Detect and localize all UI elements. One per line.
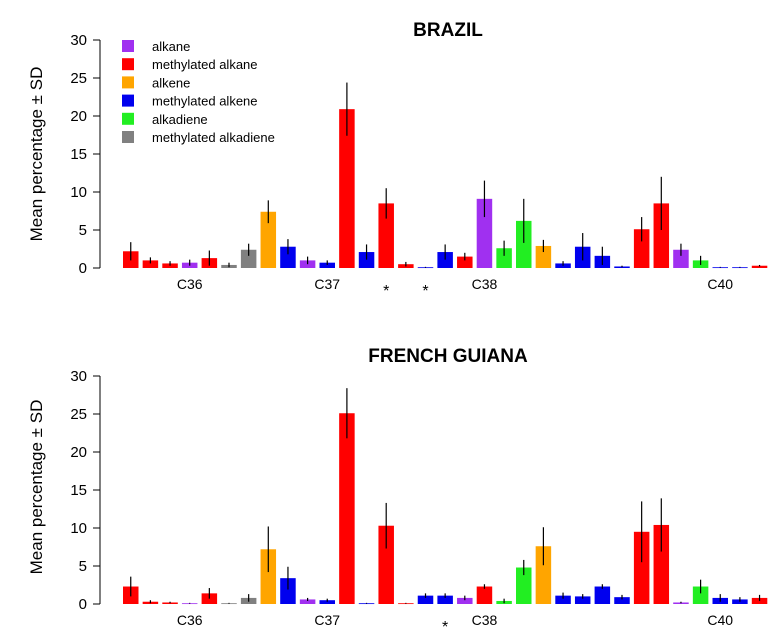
legend-swatch [122,112,134,125]
bar [378,203,394,268]
bar [476,586,493,604]
legend-label: methylated alkane [152,57,258,72]
error-bars [130,82,761,268]
bar [653,524,670,604]
legend-label: alkadiene [152,112,208,127]
bar [516,220,532,268]
legend-swatch [122,58,134,71]
group-labels: C36 C37 C38 C40 * * [177,276,733,300]
bar [280,246,296,268]
bar [535,546,552,604]
y-axis: 0 5 10 15 20 25 30 [70,32,101,277]
y-tick-label: 20 [70,108,87,125]
bar [378,525,394,604]
group-label: C38 [472,276,498,292]
legend-label: alkene [152,75,190,90]
chart-panel-brazil: BRAZIL Mean percentage ± SD 0 5 10 15 20 25 30… [27,20,768,300]
bar [181,603,198,605]
bar [476,198,493,268]
legend-label: methylated alkene [152,94,258,109]
bar [221,603,237,605]
legend-swatch [122,94,134,107]
y-tick-label: 0 [79,260,87,277]
legend: alkane methylated alkane alkene methylated … [122,39,275,145]
bar [732,267,748,269]
legend-label: alkane [152,39,190,54]
bar [299,599,316,604]
group-labels: C36 C37 C38 C40 * [177,612,733,630]
bar [142,260,159,268]
y-axis-label: Mean percentage ± SD [27,400,46,575]
bar [633,229,650,268]
bar [457,597,473,604]
bar [339,413,355,604]
group-label: C37 [314,612,340,628]
legend-swatch [122,40,134,52]
y-tick-label: 15 [70,146,87,163]
group-label: C36 [177,612,203,628]
bar [437,595,453,604]
bar [614,597,630,604]
bar [358,252,375,268]
bar [594,586,611,604]
legend-swatch [122,76,134,89]
y-tick-label: 25 [70,70,87,87]
y-tick-label: 30 [70,368,87,385]
bar [712,267,728,269]
bar [496,248,512,268]
bar [417,267,434,269]
significance-star: * [442,619,448,630]
error-bars [130,388,761,604]
bar [535,245,552,268]
y-tick-label: 5 [79,222,87,239]
group-label: C38 [472,612,498,628]
bar [240,249,257,268]
bar [280,578,296,604]
bar [633,531,650,604]
bar [437,252,453,268]
y-tick-label: 30 [70,32,87,49]
chart-title: FRENCH GUIANA [368,346,528,367]
y-tick-label: 10 [70,520,87,537]
y-tick-label: 0 [79,596,87,613]
bar [457,256,473,268]
legend-swatch [122,131,134,143]
bar [673,249,689,268]
significance-star: * [383,283,389,300]
y-tick-label: 15 [70,482,87,499]
bar [398,603,414,605]
y-axis-label: Mean percentage ± SD [27,67,46,242]
bar [319,600,335,604]
bar-series [123,413,768,605]
y-tick-label: 10 [70,184,87,201]
bar [574,596,591,604]
bar [653,203,670,268]
bar [751,265,768,268]
group-label: C40 [707,612,733,628]
legend-label: methylated alkadiene [152,130,275,145]
group-label: C37 [314,276,340,292]
y-tick-label: 20 [70,444,87,461]
bar-series [123,109,768,269]
bar [516,567,532,604]
group-label: C36 [177,276,203,292]
y-tick-label: 5 [79,558,87,575]
group-label: C40 [707,276,733,292]
chart-panel-french-guiana: FRENCH GUIANA Mean percentage ± SD 0 5 10 1… [27,346,768,630]
bar [339,109,355,268]
bar [358,603,375,605]
bar [417,595,434,604]
significance-star: * [422,283,428,300]
bar [260,549,277,604]
chart-title: BRAZIL [413,20,483,41]
y-tick-label: 25 [70,406,87,423]
bar [692,586,709,604]
bar [260,211,277,268]
bar [555,595,571,604]
bar [319,262,335,268]
y-axis: 0 5 10 15 20 25 30 [70,368,101,613]
